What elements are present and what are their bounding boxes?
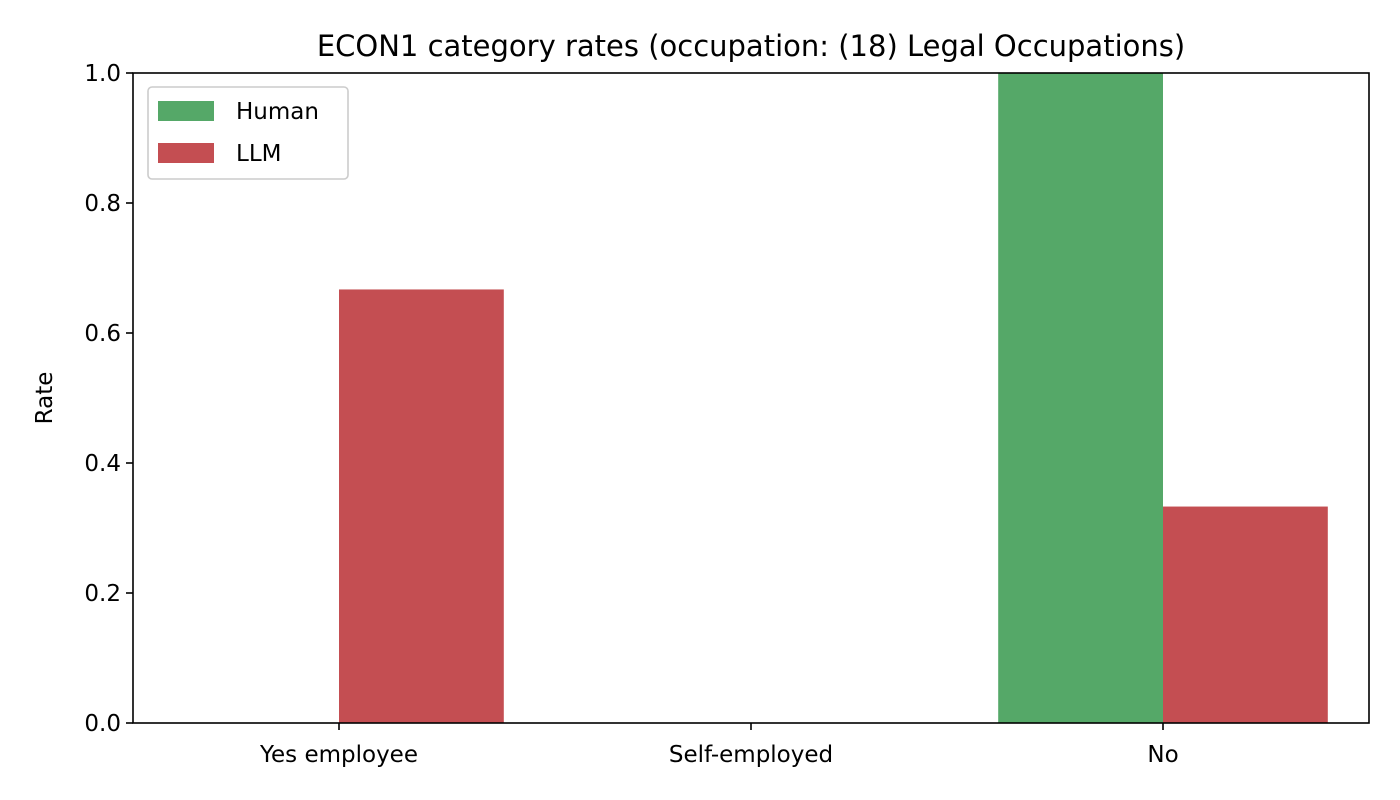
bar-human-no	[998, 73, 1163, 723]
x-tick-label: Self-employed	[669, 742, 833, 768]
chart-title: ECON1 category rates (occupation: (18) L…	[317, 29, 1185, 63]
y-tick-label: 0.8	[84, 191, 121, 217]
legend-swatch-llm	[158, 143, 214, 163]
x-tick-label: Yes employee	[259, 742, 418, 768]
bars-layer	[339, 73, 1328, 723]
y-tick-label: 0.2	[84, 581, 121, 607]
legend-label-human: Human	[236, 99, 319, 125]
y-tick-label: 1.0	[84, 61, 121, 87]
legend-swatch-human	[158, 101, 214, 121]
y-tick-label: 0.0	[84, 711, 121, 737]
bar-llm-no	[1163, 506, 1328, 723]
axes-layer: 0.0 0.2 0.4 0.6 0.8 1.0 Yes employee Self-emplo…	[84, 61, 1370, 768]
y-tick-label: 0.4	[84, 451, 121, 477]
bar-llm-yes-employee	[339, 289, 504, 723]
legend-label-llm: LLM	[236, 141, 281, 167]
y-axis-label: Rate	[32, 372, 58, 425]
y-tick-label: 0.6	[84, 321, 121, 347]
x-tick-label: No	[1147, 742, 1178, 768]
legend: Human LLM	[147, 86, 349, 180]
